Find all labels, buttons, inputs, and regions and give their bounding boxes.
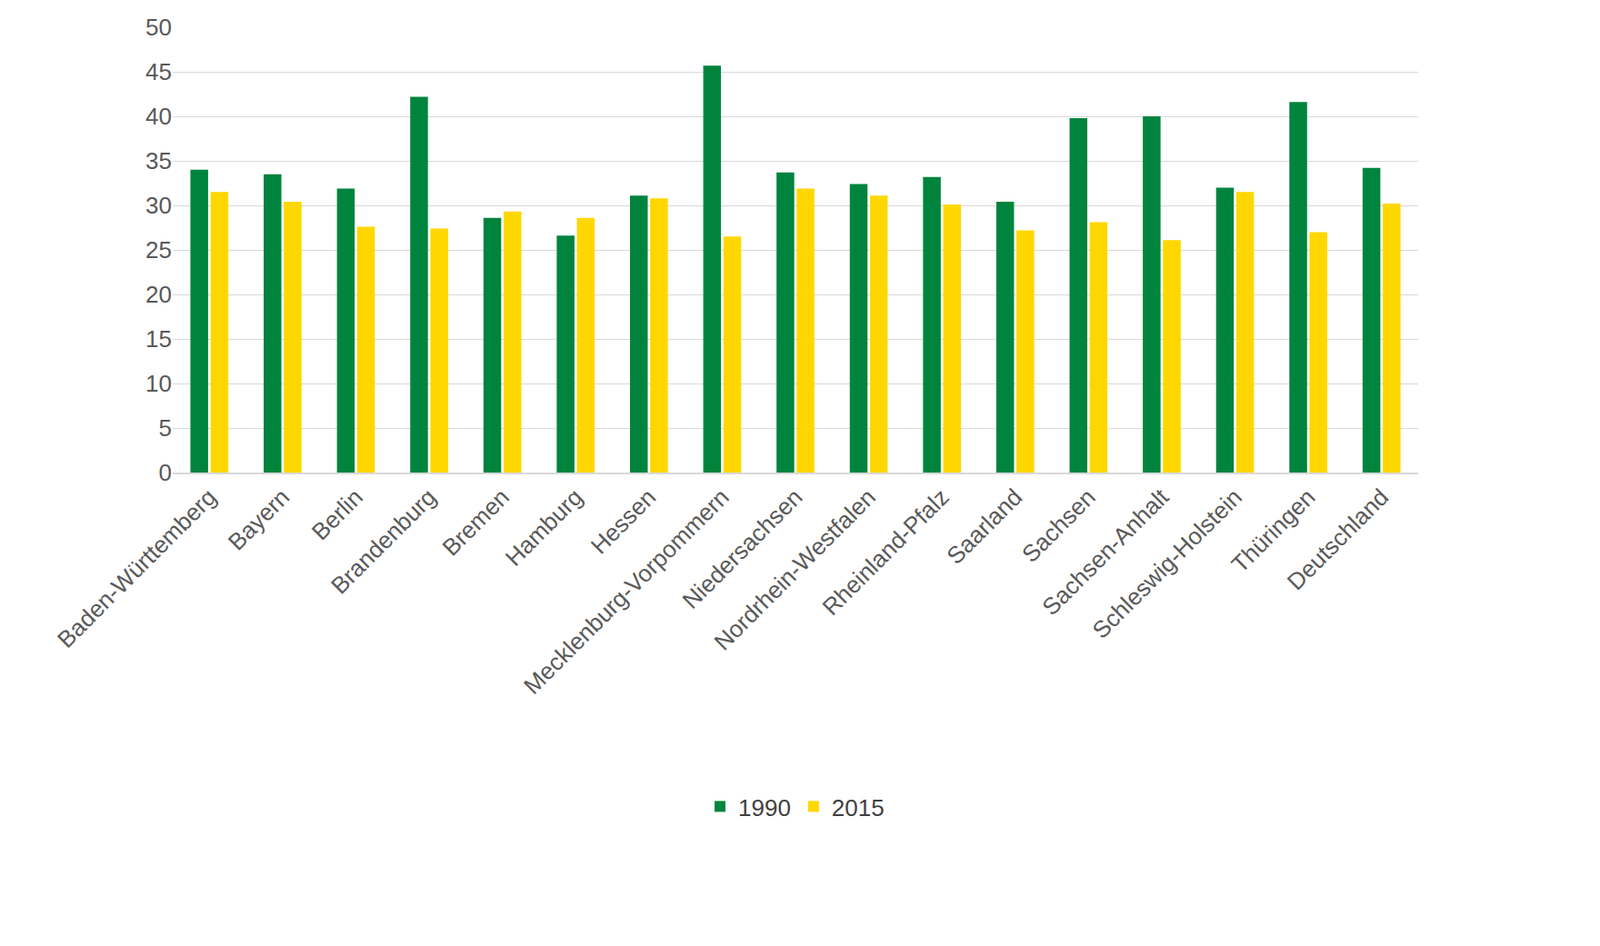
- svg-text:Schleswig-Holstein: Schleswig-Holstein: [1086, 483, 1248, 645]
- svg-text:0: 0: [159, 459, 172, 487]
- svg-text:20: 20: [145, 280, 172, 309]
- svg-text:40: 40: [145, 102, 172, 130]
- svg-text:30: 30: [145, 191, 172, 220]
- svg-text:50: 50: [145, 13, 172, 41]
- svg-text:Thüringen: Thüringen: [1226, 483, 1321, 579]
- svg-text:Sachsen-Anhalt: Sachsen-Anhalt: [1036, 482, 1175, 621]
- svg-text:Bayern: Bayern: [222, 483, 295, 556]
- svg-text:Berlin: Berlin: [306, 483, 369, 546]
- svg-text:Hessen: Hessen: [585, 483, 662, 560]
- svg-text:Niedersachsen: Niedersachsen: [677, 483, 809, 615]
- svg-text:35: 35: [145, 147, 172, 175]
- svg-text:45: 45: [145, 58, 172, 86]
- svg-text:Nordrhein-Westfalen: Nordrhein-Westfalen: [709, 483, 881, 656]
- svg-text:5: 5: [159, 414, 172, 442]
- svg-text:Saarland: Saarland: [940, 483, 1028, 570]
- svg-text:Brandenburg: Brandenburg: [325, 483, 442, 600]
- svg-text:1990: 1990: [738, 794, 791, 822]
- svg-text:Hamburg: Hamburg: [500, 483, 589, 572]
- svg-text:Deutschland: Deutschland: [1281, 483, 1394, 596]
- svg-text:Bremen: Bremen: [436, 483, 515, 562]
- svg-text:Baden-Württemberg: Baden-Württemberg: [51, 483, 222, 654]
- svg-text:2015: 2015: [831, 794, 885, 822]
- svg-text:Mecklenburg-Vorpommern: Mecklenburg-Vorpommern: [518, 483, 735, 700]
- svg-text:25: 25: [145, 236, 172, 264]
- svg-text:Sachsen: Sachsen: [1016, 483, 1101, 569]
- svg-text:10: 10: [145, 370, 172, 398]
- svg-text:Rheinland-Pfalz: Rheinland-Pfalz: [817, 483, 955, 621]
- svg-text:15: 15: [145, 325, 172, 353]
